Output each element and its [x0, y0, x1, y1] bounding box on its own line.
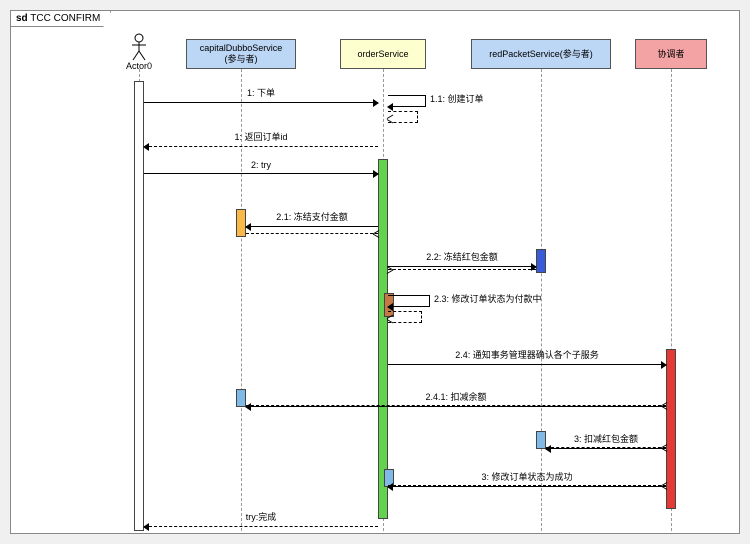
message-r1: 1: 返回订单id	[144, 133, 378, 147]
message-label: 3: 修改订单状态为成功	[388, 470, 666, 483]
message-m11: 1.1: 创建订单	[388, 95, 484, 108]
frame-label: sd TCC CONFIRM	[11, 11, 111, 27]
message-label: 2.1: 冻结支付金额	[246, 210, 378, 223]
frame-type: sd	[16, 13, 28, 24]
actor-head: Actor0	[119, 33, 159, 71]
participant-capital: capitalDubboService (参与者)	[186, 39, 296, 69]
message-label: 2.3: 修改订单状态为付款中	[388, 292, 542, 305]
message-label: 2: try	[144, 160, 378, 170]
message-m24: 2.4: 通知事务管理器确认各个子服务	[388, 351, 666, 365]
message-r3d	[546, 447, 666, 448]
message-label: 2.2: 冻结红包金额	[388, 250, 536, 263]
message-m23: 2.3: 修改订单状态为付款中	[388, 295, 542, 308]
message-m1: 1: 下单	[144, 89, 378, 103]
message-m21: 2.1: 冻结支付金额	[246, 213, 378, 227]
message-label: try:完成	[144, 510, 378, 523]
message-label: 1: 下单	[144, 86, 378, 99]
message-r241	[246, 405, 666, 406]
message-m22: 2.2: 冻结红包金额	[388, 253, 536, 267]
message-r3b	[388, 485, 666, 486]
message-r22	[388, 269, 536, 270]
activation-red_small	[536, 249, 546, 273]
actor-label: Actor0	[119, 61, 159, 71]
participant-red: redPacketService(参与者)	[471, 39, 611, 69]
message-label: 1: 返回订单id	[144, 130, 378, 143]
message-label: 2.4: 通知事务管理器确认各个子服务	[388, 348, 666, 361]
participant-order: orderService	[340, 39, 426, 69]
participant-coord: 协调者	[635, 39, 707, 69]
message-label: 1.1: 创建订单	[388, 92, 484, 105]
activation-order_big	[378, 159, 388, 519]
message-r21	[246, 233, 378, 234]
message-label: 2.4.1: 扣减余额	[246, 390, 666, 403]
message-m2: 2: try	[144, 163, 378, 174]
message-label: 3: 扣减红包金额	[546, 432, 666, 445]
sequence-diagram-frame: sd TCC CONFIRM Actor0 capitalDubboService…	[10, 10, 740, 534]
activation-coord_big	[666, 349, 676, 509]
message-rtry: try:完成	[144, 513, 378, 527]
frame-title: TCC CONFIRM	[30, 13, 100, 24]
